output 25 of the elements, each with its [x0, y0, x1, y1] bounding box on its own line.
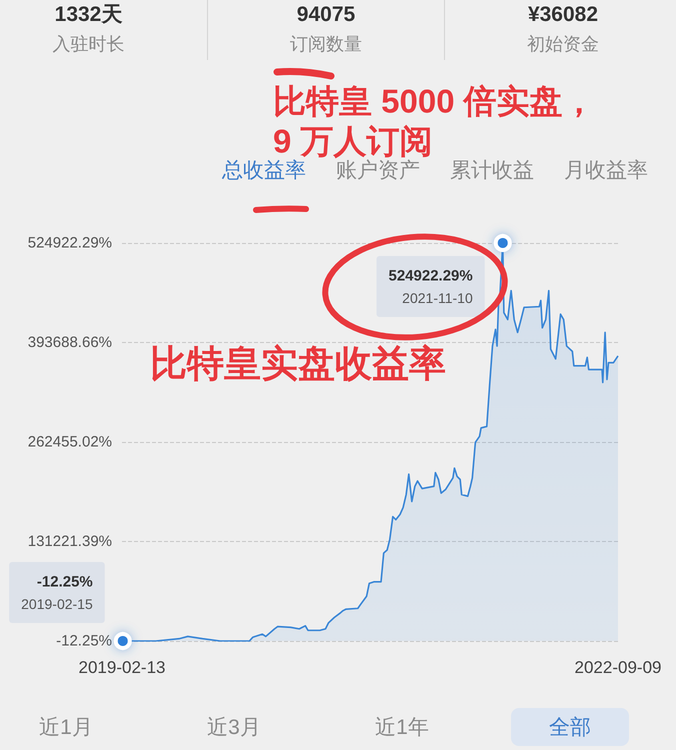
y-tick-label: 262455.02%	[28, 434, 112, 450]
text: 初始资金	[526, 33, 600, 56]
text: 近3月	[207, 715, 261, 741]
x-tick-label: 2022-09-09	[574, 658, 662, 677]
text: 全部	[549, 715, 591, 741]
y-tick-label: 131221.39%	[28, 533, 112, 550]
text: 近1月	[39, 715, 93, 741]
text: 月收益率	[564, 158, 648, 184]
y-tick-label: 524922.29%	[28, 234, 112, 252]
text: 近1年	[375, 715, 429, 741]
text: 总收益率	[222, 158, 306, 184]
annotation: -12.25% 2019-02-15	[21, 574, 93, 612]
text: 订阅数量	[289, 33, 363, 56]
text: 账户资产	[336, 158, 420, 184]
text: ¥36082	[526, 2, 600, 28]
chart-title: 比特皇 5000 倍实盘， 9 万人订阅	[273, 82, 596, 160]
y-tick-label: -12.25%	[56, 632, 112, 650]
y-tick-label: 393688.66%	[28, 334, 112, 351]
x-tick-label: 2019-02-13	[78, 658, 166, 677]
text: 1332天	[54, 2, 124, 28]
text: 94075	[296, 2, 356, 28]
text: 累计收益	[450, 158, 534, 184]
annotation: 比特皇实盘收益率	[150, 343, 446, 384]
annotation: 524922.29% 2021-11-10	[388, 268, 473, 306]
text: 入驻时长	[52, 33, 126, 56]
